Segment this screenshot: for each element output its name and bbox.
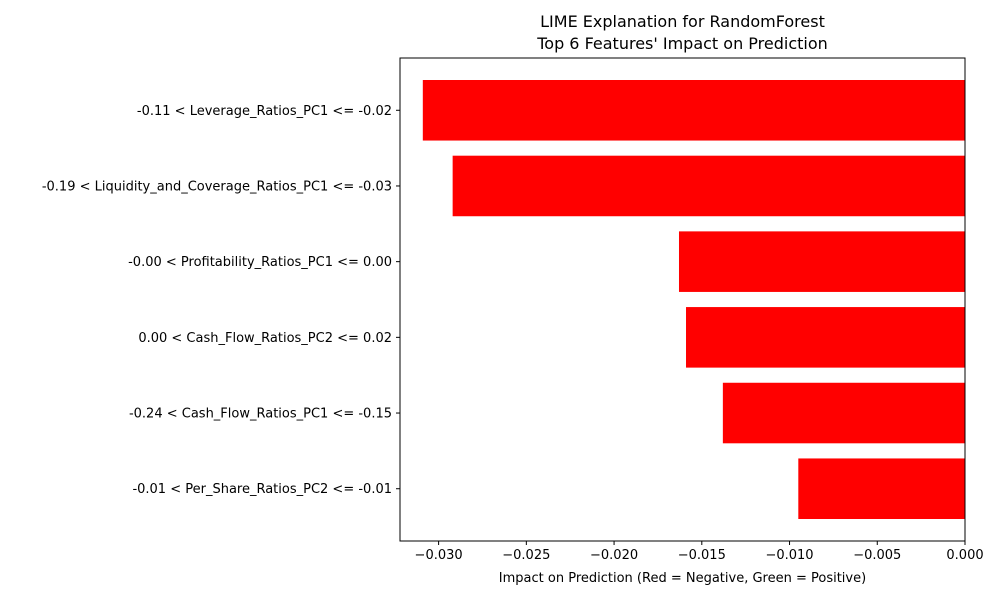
- bar: [686, 307, 965, 368]
- plot-frame: [399, 57, 966, 542]
- x-tick-label: −0.030: [415, 548, 463, 563]
- x-tick-label: −0.020: [590, 548, 638, 563]
- chart-title-line-1: LIME Explanation for RandomForest: [540, 12, 825, 31]
- bar: [798, 458, 965, 519]
- chart-title-line-2: Top 6 Features' Impact on Prediction: [537, 34, 828, 53]
- bar: [678, 231, 965, 292]
- y-tick-label: -0.01 < Per_Share_Ratios_PC2 <= -0.01: [132, 482, 392, 497]
- x-tick-label: −0.005: [853, 548, 901, 563]
- x-tick-label: 0.000: [946, 548, 983, 563]
- y-tick-label: -0.19 < Liquidity_and_Coverage_Ratios_PC…: [42, 179, 392, 194]
- bar: [722, 382, 965, 444]
- x-tick-label: −0.010: [765, 548, 813, 563]
- y-tick-label: 0.00 < Cash_Flow_Ratios_PC2 <= 0.02: [138, 331, 392, 346]
- x-axis-label: Impact on Prediction (Red = Negative, Gr…: [499, 571, 866, 586]
- y-tick-label: -0.24 < Cash_Flow_Ratios_PC1 <= -0.15: [129, 407, 392, 422]
- y-tick-label: -0.00 < Profitability_Ratios_PC1 <= 0.00: [128, 255, 392, 270]
- x-tick-label: −0.025: [502, 548, 550, 563]
- bar: [422, 80, 965, 141]
- bar: [452, 155, 965, 217]
- x-tick-label: −0.015: [678, 548, 726, 563]
- y-tick-label: -0.11 < Leverage_Ratios_PC1 <= -0.02: [137, 104, 392, 119]
